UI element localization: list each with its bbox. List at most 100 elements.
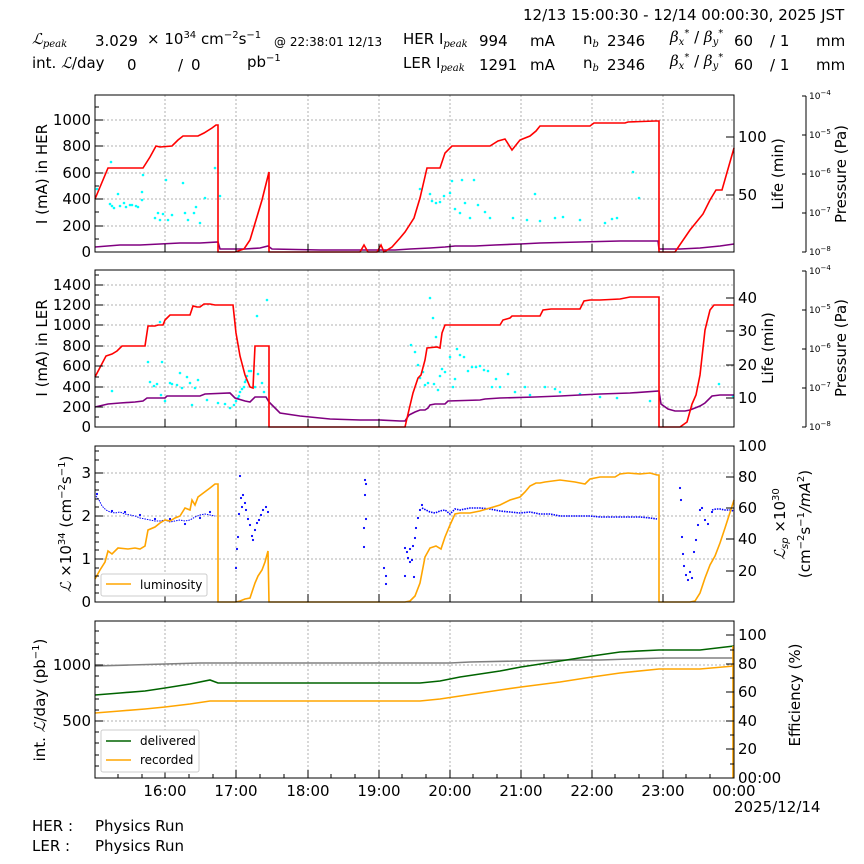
her-pressure-axis [802,95,807,253]
svg-text:1000: 1000 [53,316,91,334]
svg-text:400: 400 [62,378,91,396]
svg-text:0: 0 [81,243,91,261]
svg-text:10−5: 10−5 [809,303,831,316]
svg-text:23:00: 23:00 [641,782,684,800]
ler-status-label: LER : [32,837,71,855]
svg-text:60: 60 [738,499,757,517]
luminosity-panel: 3 2 1 0 100 80 60 40 20 ℒ ×1034 (cm−2s−1) ℒsp … [57,437,814,611]
svg-text:1: 1 [81,550,91,568]
ler-life-line [94,390,734,422]
ler-ipeak-label: LER Ipeak [403,54,465,74]
svg-text:10−4: 10−4 [809,264,831,277]
her-ipeak-value: 994 [479,32,508,50]
svg-text:22:00: 22:00 [570,782,613,800]
svg-text:30: 30 [738,322,757,340]
svg-text:10−8: 10−8 [809,420,831,433]
svg-text:10−8: 10−8 [809,245,831,258]
svg-text:00:00: 00:00 [738,769,781,787]
svg-text:1000: 1000 [53,656,91,674]
her-current-panel: 1000 800 600 400 200 0 100 50 I (mA) in HER L… [33,89,850,261]
svg-text:500: 500 [62,712,91,730]
her-beta-x: 60 [734,32,754,50]
her-beta-unit: mm [816,32,846,50]
x-axis-date: 2025/12/14 [734,798,820,816]
her-pressure-label: Pressure (Pa) [832,125,850,223]
ler-ipeak-value: 1291 [479,56,518,74]
her-status-label: HER : [32,817,74,835]
svg-text:40: 40 [738,530,757,548]
intl-label: int. ℒ/day [32,54,105,72]
luminosity-legend: luminosity [100,573,208,597]
efficiency-line [94,657,734,667]
ler-current-line [94,296,734,428]
ler-life-label: Life (min) [759,312,777,384]
svg-text:20: 20 [738,562,757,580]
intl-sep: / [178,56,184,74]
intl-legend: delivered recorded [100,729,200,773]
svg-text:20:00: 20:00 [428,782,471,800]
her-life-label: Life (min) [769,138,787,210]
integrated-lumi-panel: 1000 500 100 80 60 40 20 00:00 int. ℒ/day (pb… [31,620,820,816]
lsp-ylabel: ℒsp ×1030 [771,488,791,560]
ler-beta-x: 60 [734,56,754,74]
lsp-points-a [95,495,216,523]
her-ylabel: I (mA) in HER [33,124,51,224]
her-beta-y: / 1 [770,32,790,50]
svg-text:20: 20 [738,740,757,758]
x-axis-labels: 16:00 17:00 18:00 19:00 20:00 21:00 22:00 23:… [143,782,755,800]
her-life-line [94,240,735,251]
svg-text:19:00: 19:00 [357,782,400,800]
her-current-line [94,120,735,254]
svg-text:600: 600 [62,164,91,182]
svg-text:10−7: 10−7 [809,381,831,394]
intl-unit: pb−1 [247,53,281,71]
ler-current-panel: 1400 1200 1000 800 600 400 200 0 40 30 20 10 I … [33,264,850,436]
ler-status-value: Physics Run [95,837,185,855]
efficiency-ylabel: Efficiency (%) [786,644,804,747]
svg-text:60: 60 [738,683,757,701]
her-status-value: Physics Run [95,817,185,835]
svg-text:10−7: 10−7 [809,206,831,219]
lsp-scatter [95,474,714,586]
her-pressure-points [95,160,641,225]
lsp-ylabel-unit: (cm−2s−1/mA2) [796,470,814,578]
svg-text:10−5: 10−5 [809,128,831,141]
svg-text:600: 600 [62,357,91,375]
intl-delivered: 0 [127,56,137,74]
lpeak-unit: × 1034 cm−2s−1 [147,30,262,48]
svg-text:0: 0 [81,593,91,611]
lpeak-time: @ 22:38:01 12/13 [274,35,383,49]
ler-beta-y: / 1 [770,56,790,74]
ler-nb-value: 2346 [607,56,646,74]
svg-text:16:00: 16:00 [143,782,186,800]
intl-ylabel: int. ℒ/day (pb−1) [31,639,49,762]
svg-text:200: 200 [62,398,91,416]
svg-text:1200: 1200 [53,296,91,314]
time-range: 12/13 15:00:30 - 12/14 00:00:30, 2025 JS… [523,6,845,24]
svg-text:luminosity: luminosity [140,578,202,592]
svg-text:17:00: 17:00 [214,782,257,800]
svg-text:10−6: 10−6 [809,342,831,355]
svg-text:00:00: 00:00 [712,782,755,800]
svg-text:recorded: recorded [140,753,193,767]
delivered-line [94,645,735,696]
ler-beta-unit: mm [816,56,846,74]
svg-text:10−4: 10−4 [809,89,831,102]
recorded-line [94,665,735,714]
svg-text:40: 40 [738,289,757,307]
svg-text:50: 50 [738,186,757,204]
svg-text:18:00: 18:00 [286,782,329,800]
her-nb-label: nb [583,30,599,50]
svg-text:200: 200 [62,217,91,235]
svg-text:2: 2 [81,507,91,525]
svg-text:20: 20 [738,356,757,374]
svg-text:400: 400 [62,190,91,208]
svg-text:800: 800 [62,137,91,155]
her-ipeak-unit: mA [530,32,555,50]
svg-text:800: 800 [62,337,91,355]
ler-beta-label: βx* / βy* [670,52,724,72]
her-beta-label: βx* / βy* [670,28,724,48]
ler-pressure-label: Pressure (Pa) [832,299,850,397]
her-ipeak-label: HER Ipeak [403,30,468,50]
